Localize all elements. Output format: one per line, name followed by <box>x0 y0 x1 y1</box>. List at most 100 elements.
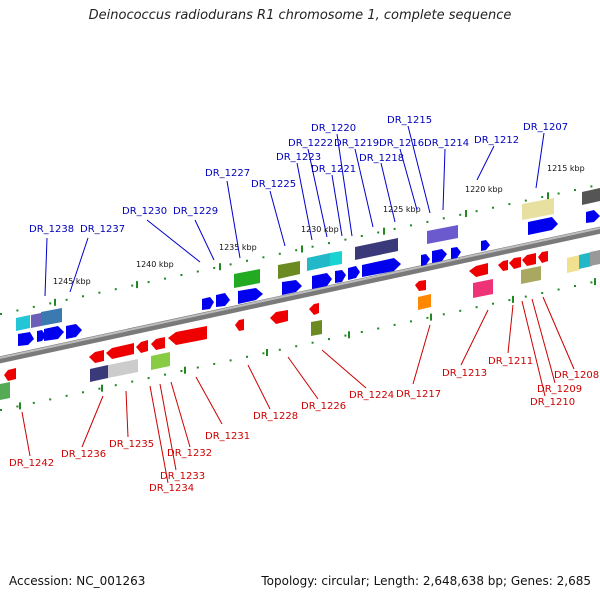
minor-tick <box>442 217 445 220</box>
gene-label[interactable]: DR_1230 <box>122 206 167 217</box>
forward-gene-arrow[interactable] <box>586 210 600 223</box>
tick-rows <box>0 185 596 411</box>
gene-label[interactable]: DR_1207 <box>523 122 568 133</box>
gene-label[interactable]: DR_1221 <box>311 164 356 175</box>
gene-label[interactable]: DR_1218 <box>359 153 404 164</box>
gene-label[interactable]: DR_1232 <box>167 448 212 459</box>
feature-block <box>330 251 342 266</box>
gene-label[interactable]: DR_1231 <box>205 431 250 442</box>
minor-tick <box>426 220 429 223</box>
gene-label[interactable]: DR_1228 <box>253 411 298 422</box>
minor-tick <box>524 295 527 298</box>
gene-label[interactable]: DR_1233 <box>160 471 205 482</box>
reverse-gene-arrow[interactable] <box>498 260 508 271</box>
feature-block <box>473 279 493 298</box>
minor-tick <box>65 394 68 397</box>
gene-label[interactable]: DR_1213 <box>442 368 487 379</box>
minor-tick <box>114 288 117 291</box>
minor-tick <box>98 291 101 294</box>
gene-label[interactable]: DR_1222 <box>288 138 333 149</box>
minor-tick <box>344 238 347 241</box>
forward-gene-arrow[interactable] <box>238 288 263 304</box>
forward-gene-arrow[interactable] <box>216 293 230 307</box>
forward-gene-arrow[interactable] <box>528 217 558 235</box>
forward-gene-arrow[interactable] <box>432 249 447 263</box>
reverse-gene-arrow[interactable] <box>235 319 244 331</box>
minor-tick <box>442 313 445 316</box>
reverse-gene-arrow[interactable] <box>4 368 16 381</box>
forward-gene-arrow[interactable] <box>44 326 64 341</box>
gene-label[interactable]: DR_1236 <box>61 449 106 460</box>
forward-gene-arrow[interactable] <box>421 254 430 266</box>
gene-label[interactable]: DR_1220 <box>311 123 356 134</box>
forward-gene-arrow[interactable] <box>66 324 82 339</box>
minor-tick <box>295 345 298 348</box>
minor-tick <box>360 331 363 333</box>
gene-label[interactable]: DR_1238 <box>29 224 74 235</box>
feature-block <box>521 266 541 284</box>
minor-tick <box>0 409 2 411</box>
forward-gene-arrow[interactable] <box>362 258 401 277</box>
reverse-gene-arrow[interactable] <box>509 257 521 269</box>
reverse-gene-arrow[interactable] <box>89 350 104 363</box>
major-tick <box>594 278 596 286</box>
gene-label[interactable]: DR_1210 <box>530 397 575 408</box>
forward-gene-arrow[interactable] <box>348 266 360 280</box>
forward-gene-arrow[interactable] <box>335 270 346 283</box>
forward-gene-arrow[interactable] <box>481 240 490 251</box>
feature-block <box>31 313 41 328</box>
minor-tick <box>377 231 380 234</box>
minor-tick <box>475 306 478 309</box>
gene-label[interactable]: DR_1226 <box>301 401 346 412</box>
gene-label[interactable]: DR_1227 <box>205 168 250 179</box>
forward-gene-arrow[interactable] <box>37 330 46 342</box>
forward-gene-arrow[interactable] <box>312 273 332 289</box>
minor-tick <box>393 227 396 230</box>
minor-tick <box>410 224 412 227</box>
gene-label[interactable]: DR_1235 <box>109 439 154 450</box>
minor-tick <box>557 288 560 291</box>
forward-gene-arrow[interactable] <box>451 247 461 259</box>
minor-tick <box>16 309 19 312</box>
minor-tick <box>16 405 19 408</box>
major-tick <box>512 295 514 303</box>
minor-tick <box>508 203 511 206</box>
gene-label[interactable]: DR_1237 <box>80 224 125 235</box>
minor-tick <box>65 298 68 301</box>
gene-label[interactable]: DR_1223 <box>276 152 321 163</box>
reverse-gene-arrow[interactable] <box>469 263 488 277</box>
major-tick <box>219 263 221 271</box>
minor-tick <box>574 189 576 191</box>
gene-label[interactable]: DR_1234 <box>149 483 194 494</box>
gene-label[interactable]: DR_1229 <box>173 206 218 217</box>
reverse-gene-arrow[interactable] <box>106 343 134 359</box>
reverse-gene-arrow[interactable] <box>522 253 536 266</box>
gene-label[interactable]: DR_1224 <box>349 390 394 401</box>
gene-label[interactable]: DR_1209 <box>537 384 582 395</box>
forward-gene-labels: DR_1238 DR_1237 DR_1230 DR_1229 DR_1227 … <box>29 115 568 235</box>
feature-block <box>311 320 322 336</box>
gene-label[interactable]: DR_1214 <box>424 138 469 149</box>
reverse-gene-arrow[interactable] <box>415 280 426 291</box>
reverse-gene-arrow[interactable] <box>168 326 207 345</box>
gene-label[interactable]: DR_1217 <box>396 389 441 400</box>
forward-gene-arrow[interactable] <box>282 280 302 295</box>
forward-gene-arrow[interactable] <box>18 332 34 346</box>
gene-label[interactable]: DR_1216 <box>379 138 424 149</box>
minor-tick <box>196 270 199 273</box>
reverse-gene-arrow[interactable] <box>270 310 288 324</box>
forward-gene-arrow[interactable] <box>202 297 214 310</box>
reverse-gene-arrow[interactable] <box>151 337 165 350</box>
chromosome-backbone <box>0 226 600 364</box>
gene-label[interactable]: DR_1211 <box>488 356 533 367</box>
gene-label[interactable]: DR_1219 <box>334 138 379 149</box>
gene-label[interactable]: DR_1225 <box>251 179 296 190</box>
gene-label[interactable]: DR_1212 <box>474 135 519 146</box>
minor-tick <box>262 352 265 355</box>
gene-label[interactable]: DR_1215 <box>387 115 432 126</box>
reverse-gene-arrow[interactable] <box>309 303 319 315</box>
gene-label[interactable]: DR_1242 <box>9 458 54 469</box>
reverse-gene-arrow[interactable] <box>136 340 148 353</box>
reverse-gene-arrow[interactable] <box>538 251 548 263</box>
gene-label[interactable]: DR_1208 <box>554 370 599 381</box>
